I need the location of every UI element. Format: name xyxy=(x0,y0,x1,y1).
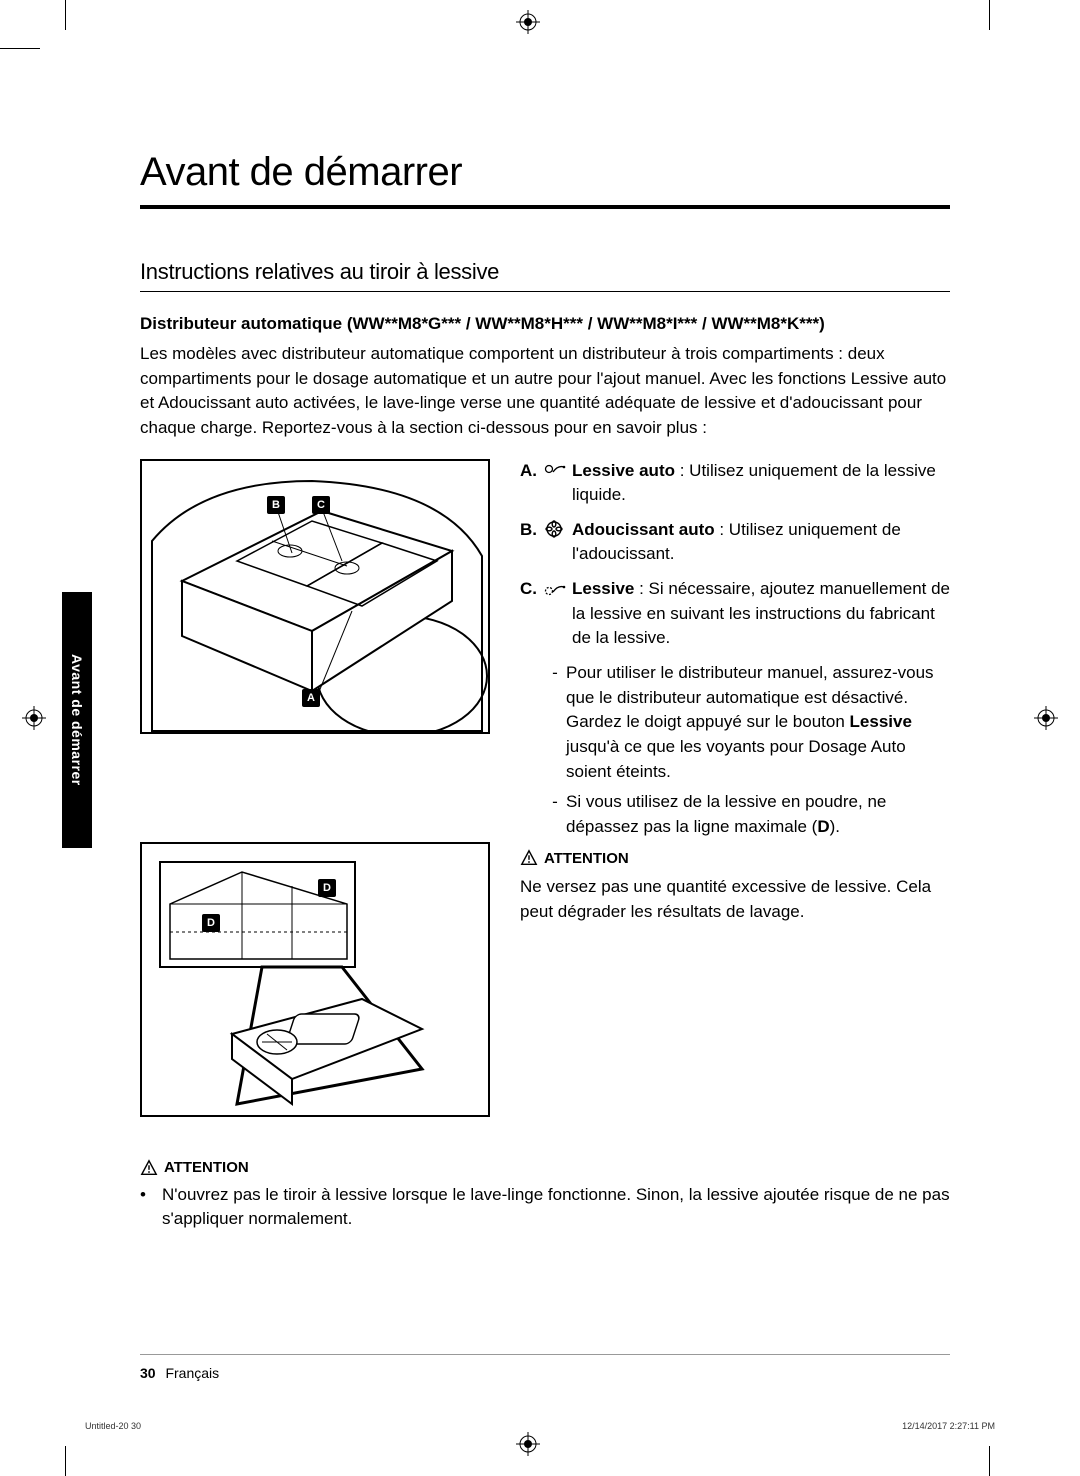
callout-label: B xyxy=(267,496,285,514)
figure-drawer-overview: B C A xyxy=(140,459,490,734)
crop-mark xyxy=(65,0,66,30)
attention-label: ATTENTION xyxy=(164,1159,249,1176)
figures-column: B C A xyxy=(140,459,490,1135)
title-rule xyxy=(140,205,950,209)
term-label: Adoucissant auto xyxy=(572,520,715,539)
crop-mark xyxy=(989,0,990,30)
definition-item: C. Lessive : Si nécessaire, ajoutez manu… xyxy=(520,577,950,651)
definition-item: B. Adoucissant auto : Utilisez uniquemen… xyxy=(520,518,950,567)
list-text: ). xyxy=(830,817,840,836)
section-heading: Instructions relatives au tiroir à lessi… xyxy=(140,259,950,285)
crop-mark xyxy=(0,48,40,49)
warning-icon xyxy=(140,1159,158,1177)
section-tab: Avant de démarrer xyxy=(62,592,92,848)
registration-mark-icon xyxy=(516,10,540,34)
callout-label: D xyxy=(318,879,336,897)
page-language: Français xyxy=(165,1365,219,1381)
page-content: Avant de démarrer Instructions relatives… xyxy=(140,150,950,1238)
attention-body: Ne versez pas une quantité excessive de … xyxy=(520,875,950,924)
list-text: N'ouvrez pas le tiroir à lessive lorsque… xyxy=(162,1183,950,1232)
imposition-timestamp: 12/14/2017 2:27:11 PM xyxy=(902,1421,995,1431)
crop-mark xyxy=(989,1446,990,1476)
sub-list: -Pour utiliser le distributeur manuel, a… xyxy=(544,661,950,839)
imposition-footer: Untitled-20 30 12/14/2017 2:27:11 PM xyxy=(85,1421,995,1431)
attention-list: •N'ouvrez pas le tiroir à lessive lorsqu… xyxy=(140,1183,950,1232)
attention-heading: ATTENTION xyxy=(140,1159,950,1177)
term-label: Lessive xyxy=(572,579,634,598)
subsection-heading: Distributeur automatique (WW**M8*G*** / … xyxy=(140,314,950,334)
intro-paragraph: Les modèles avec distributeur automatiqu… xyxy=(140,342,950,441)
page-footer: 30 Français xyxy=(140,1354,950,1381)
warning-icon xyxy=(520,849,538,867)
bold-term: Lessive xyxy=(850,712,912,731)
callout-label: D xyxy=(202,914,220,932)
section-rule xyxy=(140,291,950,292)
imposition-filename: Untitled-20 30 xyxy=(85,1421,141,1431)
list-item: •N'ouvrez pas le tiroir à lessive lorsqu… xyxy=(140,1183,950,1232)
softener-auto-icon xyxy=(544,518,572,567)
term-label: Lessive auto xyxy=(572,461,675,480)
definitions-column: A. Lessive auto : Utilisez uniquement de… xyxy=(520,459,950,925)
callout-label: C xyxy=(312,496,330,514)
definition-item: A. Lessive auto : Utilisez uniquement de… xyxy=(520,459,950,508)
crop-mark xyxy=(65,1446,66,1476)
bold-term: D xyxy=(817,817,829,836)
page-number: 30 xyxy=(140,1365,156,1381)
detergent-manual-icon xyxy=(544,577,572,651)
attention-label: ATTENTION xyxy=(544,848,629,870)
figure-drawer-maxline: D D xyxy=(140,842,490,1117)
attention-heading: ATTENTION xyxy=(520,848,950,870)
list-item: -Si vous utilisez de la lessive en poudr… xyxy=(544,790,950,839)
list-text: jusqu'à ce que les voyants pour Dosage A… xyxy=(566,737,906,781)
callout-label: A xyxy=(302,689,320,707)
list-item: -Pour utiliser le distributeur manuel, a… xyxy=(544,661,950,784)
registration-mark-icon xyxy=(1034,706,1058,730)
detergent-auto-icon xyxy=(544,459,572,508)
registration-mark-icon xyxy=(22,706,46,730)
registration-mark-icon xyxy=(516,1432,540,1456)
page-title: Avant de démarrer xyxy=(140,150,950,195)
